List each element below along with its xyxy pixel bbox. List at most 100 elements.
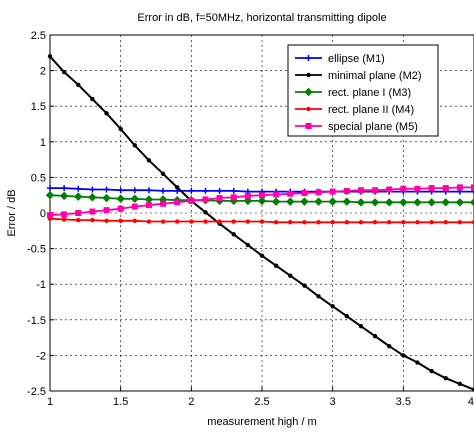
data-point [427, 198, 436, 207]
x-axis-title: measurement high / m [207, 416, 316, 428]
data-point [330, 304, 335, 309]
data-point [469, 198, 474, 207]
legend-label: minimal plane (M2) [328, 70, 422, 82]
data-point [370, 198, 380, 207]
data-point [47, 185, 53, 192]
data-point [104, 218, 109, 224]
data-point [118, 126, 123, 132]
x-tick-label: 3 [330, 396, 336, 408]
data-point [132, 218, 137, 224]
data-point [74, 192, 83, 201]
data-point [245, 242, 251, 248]
data-point [90, 96, 95, 102]
data-point [414, 185, 421, 192]
y-tick-label: 0 [40, 208, 46, 220]
data-point [286, 197, 295, 206]
data-point [231, 232, 236, 237]
data-point [174, 199, 181, 206]
series-4 [47, 184, 474, 219]
data-point [230, 187, 237, 194]
data-point [429, 220, 434, 225]
series-3 [47, 216, 474, 225]
data-point [429, 368, 434, 374]
data-point [88, 193, 97, 202]
data-point [273, 263, 279, 268]
data-point [415, 360, 420, 365]
data-point [399, 198, 408, 207]
data-point [330, 220, 335, 225]
chart-title: Error in dB, f=50MHz, horizontal transmi… [137, 12, 386, 24]
data-point [45, 190, 55, 200]
data-point [344, 314, 349, 319]
y-tick-label: 2.5 [31, 30, 46, 42]
x-tick-label: 1.5 [113, 396, 128, 408]
data-point [216, 195, 223, 202]
data-point [471, 387, 474, 392]
data-point [357, 187, 364, 194]
x-tick-label: 2 [188, 396, 194, 408]
data-point [356, 198, 366, 207]
x-ticks: 1 1.5 2 2.5 3 3.5 4 [47, 387, 474, 408]
data-point [372, 220, 378, 225]
data-point [75, 185, 82, 192]
data-point [160, 187, 167, 194]
series-1 [47, 54, 474, 392]
data-point [455, 198, 465, 207]
legend-marker [305, 123, 312, 129]
data-point [441, 198, 450, 207]
data-point [442, 185, 449, 192]
legend-label: rect. plane I (M3) [328, 87, 411, 99]
data-point [245, 219, 251, 224]
data-point [342, 197, 352, 206]
y-tick-label: -0.5 [27, 244, 46, 256]
legend-marker [306, 72, 311, 78]
data-point [116, 194, 125, 203]
data-point [386, 186, 393, 193]
data-point [61, 69, 67, 75]
data-point [146, 158, 152, 163]
data-point [47, 54, 53, 59]
data-point [132, 143, 137, 148]
y-tick-label: -2.5 [27, 386, 46, 398]
data-point [59, 191, 69, 201]
grid [50, 35, 474, 391]
data-point [456, 184, 463, 191]
data-point [271, 197, 281, 206]
data-point [144, 195, 154, 204]
data-point [387, 220, 392, 225]
data-point [117, 205, 124, 212]
data-point [301, 190, 308, 197]
data-point [358, 220, 364, 225]
data-point [75, 210, 82, 216]
data-point [273, 191, 280, 198]
data-point [302, 220, 307, 225]
data-point [76, 82, 81, 88]
data-point [202, 187, 209, 194]
data-point [372, 333, 378, 339]
data-point [344, 220, 349, 225]
y-tick-label: 2 [40, 66, 46, 78]
data-point [443, 220, 448, 225]
legend-marker [305, 55, 312, 61]
data-point [372, 187, 379, 194]
data-point [203, 210, 208, 215]
data-point [401, 353, 406, 358]
y-axis-title: Error / dB [6, 189, 18, 236]
data-point [130, 194, 140, 203]
data-point [217, 219, 222, 224]
data-point [202, 196, 209, 203]
data-point [471, 220, 474, 225]
legend-label: special plane (M5) [328, 121, 418, 133]
data-point [188, 197, 195, 204]
data-point [103, 207, 110, 214]
data-point [443, 375, 448, 381]
data-point [471, 184, 474, 191]
data-point [203, 219, 208, 224]
data-point [457, 381, 463, 387]
data-point [61, 211, 68, 218]
data-point [175, 219, 180, 224]
data-point [118, 218, 123, 224]
data-point [243, 196, 253, 206]
data-point [103, 186, 110, 193]
legend-box [287, 44, 439, 137]
